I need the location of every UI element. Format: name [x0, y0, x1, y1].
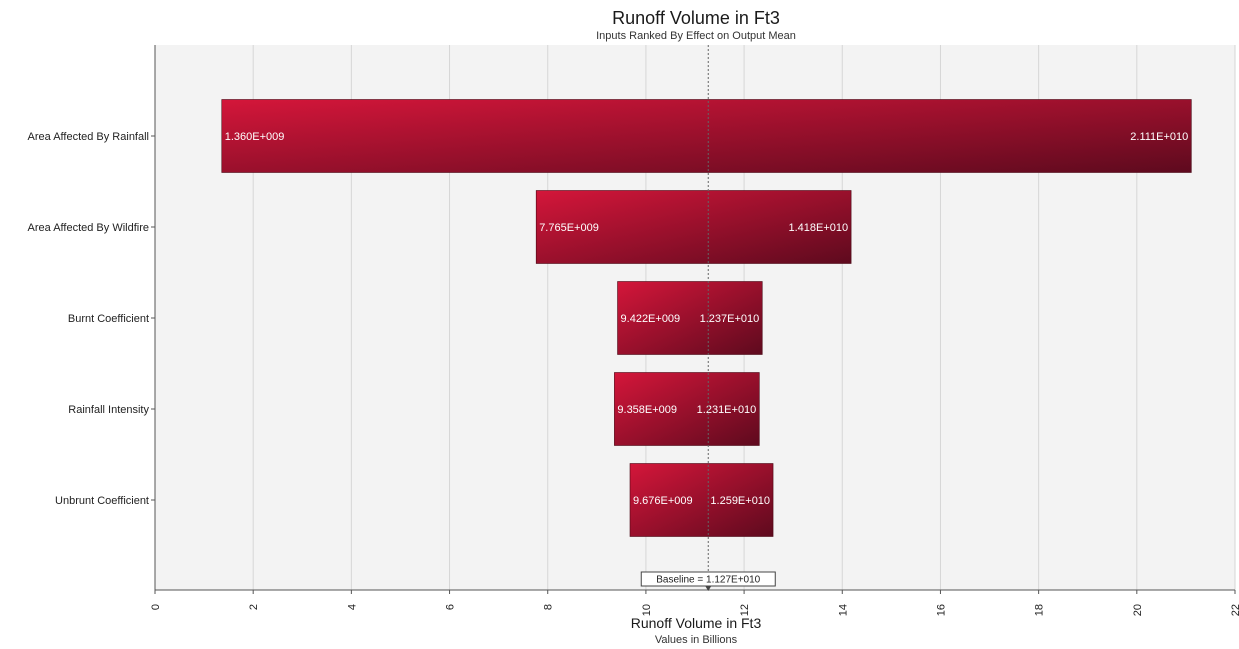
baseline-label: Baseline = 1.127E+010 — [656, 575, 760, 586]
bar-low-label: 1.360E+009 — [225, 131, 285, 143]
baseline: Baseline = 1.127E+010 — [640, 45, 776, 591]
bar-low-label: 9.676E+009 — [633, 495, 693, 507]
x-axis-title: Runoff Volume in Ft3 — [631, 615, 762, 631]
bar-high-label: 1.231E+010 — [697, 404, 757, 416]
x-tick-label: 18 — [1034, 604, 1046, 616]
x-tick-label: 6 — [445, 604, 457, 610]
x-axis-subtitle: Values in Billions — [655, 634, 738, 646]
bar-high-label: 1.259E+010 — [710, 495, 770, 507]
bar-burnt-coefficient — [617, 281, 763, 355]
x-tick-label: 12 — [739, 604, 751, 616]
x-tick-label: 22 — [1230, 604, 1239, 616]
bar-low-label: 7.765E+009 — [539, 222, 599, 234]
x-tick-label: 14 — [837, 604, 849, 616]
x-tick-label: 16 — [935, 604, 947, 616]
x-tick-label: 2 — [248, 604, 260, 610]
category-label: Rainfall Intensity — [68, 404, 149, 416]
bar-low-label: 9.358E+009 — [617, 404, 677, 416]
bar-high-label: 2.111E+010 — [1130, 131, 1188, 143]
bar-rainfall-intensity — [614, 372, 760, 446]
chart-title: Runoff Volume in Ft3 — [612, 8, 780, 28]
x-tick-label: 0 — [150, 604, 162, 610]
bar-low-label: 9.422E+009 — [621, 313, 681, 325]
bar-high-label: 1.418E+010 — [788, 222, 848, 234]
category-label: Area Affected By Wildfire — [28, 222, 149, 234]
category-label: Unbrunt Coefficient — [55, 495, 149, 507]
x-tick-labels: 0 2 4 6 8 10 12 14 16 18 20 22 — [150, 604, 1239, 616]
x-tick-label: 8 — [543, 604, 555, 610]
bar-high-label: 1.237E+010 — [700, 313, 760, 325]
axes — [151, 45, 1236, 594]
category-label: Area Affected By Rainfall — [28, 131, 149, 143]
bar-area-affected-by-rainfall — [221, 99, 1192, 173]
bar-unbrunt-coefficient — [629, 463, 774, 537]
bars: 1.360E+009 2.111E+010 7.765E+009 1.418E+010… — [221, 99, 1192, 537]
bar-area-affected-by-wildfire — [535, 190, 852, 264]
category-label: Burnt Coefficient — [68, 313, 149, 325]
category-labels: Area Affected By Rainfall Area Affected B… — [28, 131, 150, 507]
x-tick-label: 4 — [346, 604, 358, 610]
x-tick-label: 10 — [641, 604, 653, 616]
x-tick-label: 20 — [1132, 604, 1144, 616]
chart-subtitle: Inputs Ranked By Effect on Output Mean — [596, 30, 796, 42]
baseline-marker — [705, 586, 712, 591]
